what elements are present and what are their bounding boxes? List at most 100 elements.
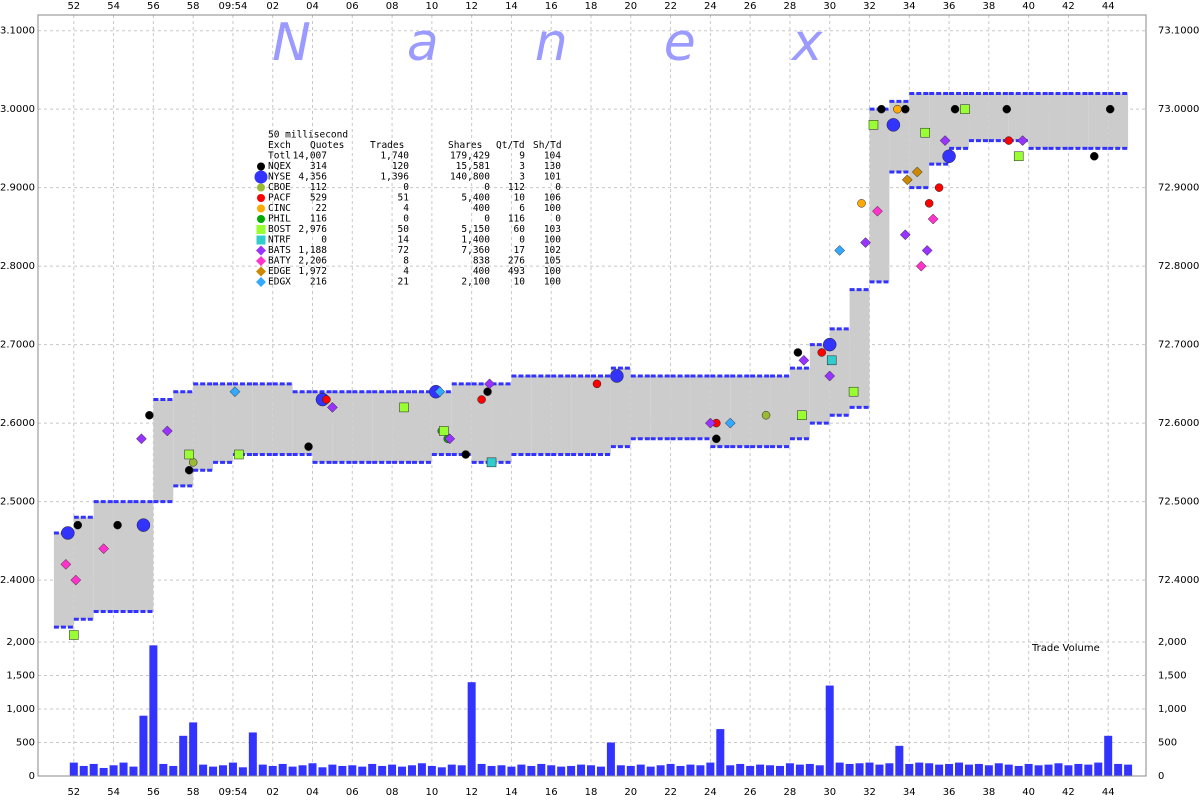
trade-marker <box>256 245 266 256</box>
y-tick-label: 73.0000 <box>0 104 35 115</box>
volume-bar <box>686 764 695 776</box>
trade-marker <box>327 402 338 413</box>
volume-bar <box>119 762 128 776</box>
volume-bar <box>248 732 257 776</box>
volume-bar <box>905 763 914 776</box>
y-tick-label: 72.6000 <box>0 418 35 429</box>
legend-stat: 0 <box>403 214 409 225</box>
spread-segment <box>1028 93 1049 149</box>
volume-bar <box>258 764 267 776</box>
x-tick-label: 56 <box>147 1 160 12</box>
x-tick-label: 36 <box>943 787 956 798</box>
legend-column: Shares <box>448 140 482 151</box>
legend-title: 50 millisecond <box>268 130 348 141</box>
volume-bar <box>746 765 755 776</box>
y-tick-label: 500 <box>16 738 35 749</box>
trade-marker <box>444 433 456 445</box>
trade-marker <box>113 520 122 530</box>
x-tick-label: 16 <box>545 787 558 798</box>
volume-bar <box>477 763 486 776</box>
trade-points <box>60 104 1115 640</box>
volume-bar <box>537 763 546 776</box>
legend-stat: 101 <box>544 172 561 183</box>
legend-stat: 100 <box>544 235 561 246</box>
trade-marker <box>872 205 883 217</box>
legend-stat: 10 <box>514 277 526 288</box>
y-tick-label: 73.0000 <box>1158 104 1199 115</box>
volume-bar <box>1024 763 1033 776</box>
volume-bar <box>666 763 675 776</box>
legend-exchange: NTRF <box>268 235 291 246</box>
volume-bar <box>139 715 148 776</box>
volume-bar <box>199 764 208 776</box>
y-tick-label: 73.1000 <box>0 26 35 37</box>
volume-bar <box>805 763 814 776</box>
trade-marker <box>960 104 970 114</box>
legend-stat: 493 <box>508 266 525 277</box>
trade-marker <box>256 256 266 266</box>
volume-bar <box>109 765 118 776</box>
volume-bar <box>567 765 576 776</box>
volume-bar <box>935 764 944 776</box>
legend-stat: 400 <box>473 203 490 214</box>
volume-bar <box>865 762 874 776</box>
legend-stat: 106 <box>544 193 561 204</box>
volume-bar <box>706 762 715 776</box>
volume-bar <box>298 765 307 776</box>
legend-stat: 0 <box>321 235 327 246</box>
spread-segment <box>531 376 552 455</box>
trade-marker <box>256 277 266 287</box>
spread-segment <box>630 376 651 439</box>
trade-marker <box>477 395 486 404</box>
x-tick-label: 18 <box>585 1 598 12</box>
spread-segment <box>909 93 930 188</box>
legend-stat: 100 <box>544 277 561 288</box>
x-tick-label: 12 <box>465 787 478 798</box>
spread-segment <box>730 376 751 447</box>
spread-segment <box>650 376 671 439</box>
volume-bar <box>726 765 735 776</box>
plot-frame <box>37 14 1147 777</box>
trade-marker <box>934 183 944 192</box>
volume-bar <box>636 764 645 776</box>
volume-bar <box>1124 764 1133 776</box>
legend-stat: 179,429 <box>450 151 490 162</box>
watermark: Nanex <box>272 13 919 73</box>
volume-bar <box>318 767 327 776</box>
legend-exchange: NQEX <box>268 161 291 172</box>
trade-marker <box>145 411 154 420</box>
volume-bar <box>716 729 725 776</box>
volume-bar <box>835 762 844 776</box>
volume-bar <box>268 765 277 776</box>
x-tick-label: 40 <box>1022 787 1035 798</box>
y-tick-label: 1,500 <box>1158 671 1187 682</box>
volume-bar <box>766 765 775 776</box>
volume-bar <box>964 764 973 776</box>
volume-bar <box>288 766 297 776</box>
x-tick-label: 22 <box>664 787 677 798</box>
legend-stat: 838 <box>473 256 490 267</box>
volume-bar <box>974 763 983 776</box>
x-tick-label: 54 <box>107 787 120 798</box>
x-tick-label: 09:54 <box>219 787 248 798</box>
legend-stat: 104 <box>544 151 561 162</box>
volume-bar <box>1004 764 1013 776</box>
spread-segment <box>173 391 194 486</box>
spread-segment <box>252 383 273 455</box>
volume-bar <box>1044 764 1053 776</box>
trade-marker <box>1004 136 1013 145</box>
legend-stat: 112 <box>310 182 327 193</box>
x-tick-label: 26 <box>744 787 757 798</box>
y-tick-label: 72.7000 <box>0 340 35 351</box>
legend-exchange: CINC <box>268 203 291 214</box>
legend-column: Sh/Td <box>533 140 562 151</box>
spread-segment <box>93 501 114 612</box>
legend-stat: 100 <box>544 266 561 277</box>
legend-stat: 1,972 <box>298 266 327 277</box>
spread-segment <box>352 391 373 463</box>
spread-segment <box>411 391 432 463</box>
volume-bar <box>577 764 586 776</box>
spread-segment <box>451 383 472 455</box>
trade-marker <box>857 199 866 208</box>
spread-segment <box>1068 93 1089 149</box>
